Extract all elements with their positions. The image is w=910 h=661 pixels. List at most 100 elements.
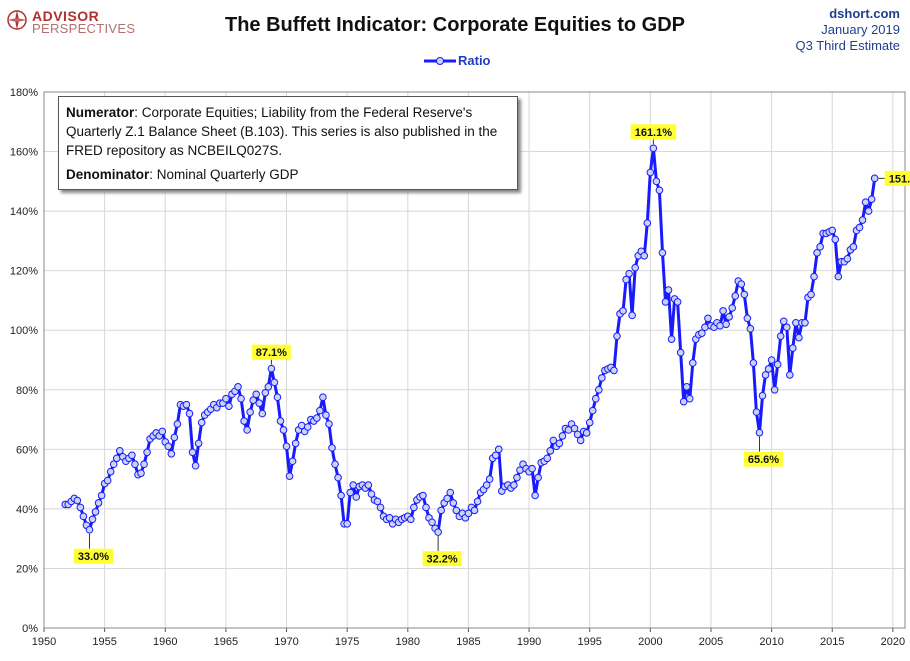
y-tick-label: 160% — [10, 147, 38, 159]
y-tick-label: 180% — [10, 87, 38, 99]
data-point — [325, 420, 333, 428]
data-point — [785, 371, 794, 379]
data-point — [346, 488, 355, 497]
data-point — [801, 318, 809, 327]
callout-label: 87.1% — [256, 347, 287, 359]
data-point — [673, 298, 682, 306]
data-point — [676, 348, 685, 357]
data-point — [491, 451, 500, 460]
data-point — [267, 364, 276, 373]
data-point — [313, 414, 321, 422]
data-point — [446, 488, 455, 497]
logo-line-2: PERSPECTIVES — [32, 21, 136, 36]
data-point — [434, 528, 442, 536]
callout-box — [422, 551, 462, 567]
data-point — [640, 251, 649, 260]
data-point — [685, 394, 694, 403]
data-point — [103, 476, 112, 485]
y-tick-label: 80% — [16, 385, 38, 397]
data-point — [334, 473, 342, 482]
data-point — [631, 263, 639, 272]
data-point — [191, 461, 200, 470]
data-point — [349, 481, 358, 489]
data-point — [698, 329, 706, 338]
data-point — [352, 493, 361, 501]
data-point — [185, 409, 194, 418]
data-point — [76, 503, 85, 512]
data-point — [331, 460, 339, 469]
callout-label: 65.6% — [748, 454, 779, 466]
y-tick-label: 0% — [22, 623, 38, 635]
data-point — [112, 454, 121, 463]
data-point — [731, 292, 740, 300]
data-point — [746, 324, 755, 333]
plot-frame — [43, 91, 906, 629]
data-point — [661, 298, 670, 306]
data-point — [85, 525, 94, 534]
data-point — [449, 499, 458, 507]
data-point — [255, 399, 264, 407]
data-point — [173, 420, 182, 428]
logo-line-1: ADVISOR — [32, 8, 100, 24]
data-point — [73, 496, 82, 505]
callout-box — [630, 124, 677, 140]
data-point — [843, 254, 852, 263]
data-point — [276, 417, 285, 425]
data-point — [570, 424, 579, 433]
data-point — [252, 390, 261, 399]
data-point — [828, 226, 837, 235]
x-tick-label: 1975 — [335, 636, 359, 648]
data-point — [443, 494, 452, 503]
data-point — [482, 481, 491, 489]
data-point — [79, 512, 88, 521]
data-point — [701, 323, 709, 332]
data-point — [767, 356, 776, 364]
x-tick-label: 1970 — [274, 636, 298, 648]
data-point — [737, 280, 746, 288]
data-point — [376, 503, 385, 512]
data-point — [764, 365, 773, 373]
advisor-perspectives-logo: ADVISOR PERSPECTIVES — [6, 8, 136, 40]
data-point — [779, 317, 788, 326]
data-point — [643, 219, 652, 227]
x-tick-label: 1980 — [396, 636, 420, 648]
data-point — [667, 335, 676, 343]
data-point — [619, 307, 627, 315]
x-tick-label: 1965 — [214, 636, 238, 648]
data-point — [367, 490, 376, 498]
data-point — [243, 426, 251, 434]
data-point — [549, 436, 558, 445]
data-point — [855, 223, 864, 232]
data-point — [337, 491, 345, 500]
data-point — [106, 467, 115, 476]
data-point — [622, 275, 630, 284]
source-site: dshort.com — [829, 6, 900, 21]
data-point — [240, 417, 248, 425]
callout-label: 32.2% — [427, 554, 458, 566]
data-point — [534, 473, 542, 482]
data-point — [258, 409, 267, 418]
callout-box — [884, 170, 910, 186]
data-point — [679, 397, 688, 406]
data-point — [197, 418, 206, 427]
data-point — [625, 269, 633, 278]
y-tick-label: 40% — [16, 504, 38, 516]
data-point — [849, 243, 858, 251]
data-point — [319, 393, 327, 402]
data-point — [728, 304, 736, 312]
chart-axes: 0% 20% 40% 60% 80% 100% 120% 140% 160% 180% 1950 19… — [10, 87, 906, 648]
data-point — [740, 290, 749, 299]
chart-title: The Buffett Indicator: Corporate Equitie… — [224, 14, 685, 36]
callout-box — [73, 548, 113, 564]
data-point — [270, 378, 279, 387]
data-point — [795, 333, 803, 342]
data-point — [452, 506, 461, 515]
data-point — [816, 243, 824, 251]
data-point — [473, 497, 482, 506]
data-point — [322, 411, 330, 419]
data-point — [758, 391, 767, 400]
data-point — [279, 426, 288, 434]
data-point — [285, 472, 294, 480]
data-point — [485, 475, 494, 483]
